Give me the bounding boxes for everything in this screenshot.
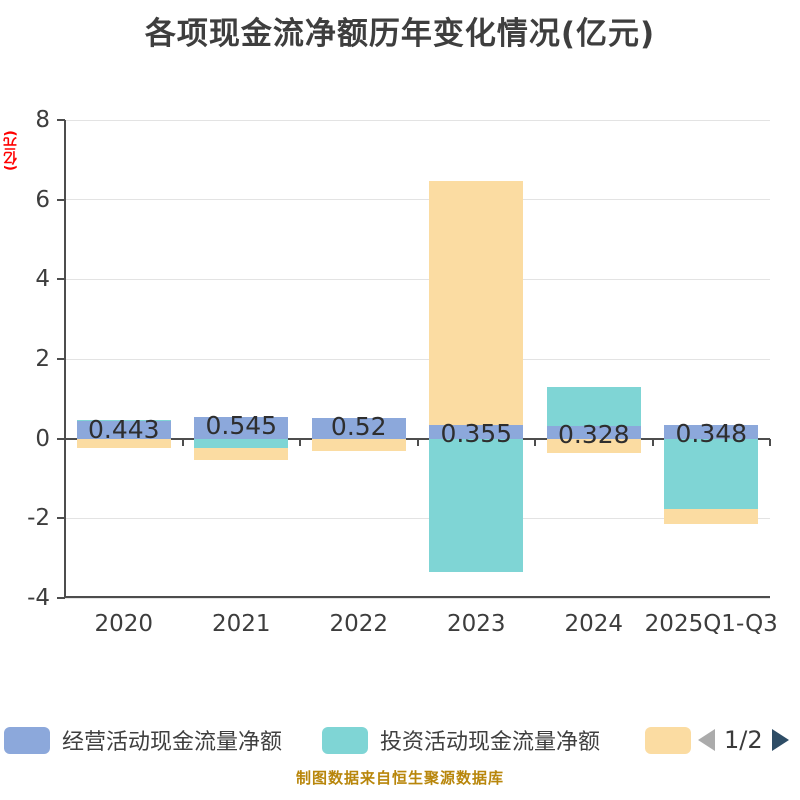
y-axis-line xyxy=(64,120,66,598)
y-tick-label: 4 xyxy=(35,266,50,293)
legend-pager: 1/2 xyxy=(698,721,789,759)
x-category-label: 2021 xyxy=(211,611,271,637)
y-tick-label: 6 xyxy=(35,186,50,213)
x-category-label: 2020 xyxy=(94,611,154,637)
bar-series-3 xyxy=(311,438,406,451)
bar-value-label: 0.443 xyxy=(87,415,160,445)
y-tick-label: 2 xyxy=(35,346,50,372)
plot-area: 0.443 0.545 0.52 0.355 0.328 0.348 xyxy=(57,119,771,599)
bar-series-1 xyxy=(664,424,759,439)
x-axis-tick xyxy=(299,438,301,446)
y-tick-label: 0 xyxy=(35,425,50,452)
legend-item-operating[interactable]: 经营活动现金流量净额 xyxy=(4,721,282,759)
bar-series-2 xyxy=(429,438,524,573)
bar-value-label: 0.355 xyxy=(440,418,513,448)
gridline xyxy=(65,119,770,121)
bar-series-3 xyxy=(546,438,641,453)
bar-series-1 xyxy=(546,425,641,439)
bar-series-2 xyxy=(664,438,759,510)
legend-swatch-operating xyxy=(4,726,50,754)
legend-item-investment[interactable]: 投资活动现金流量净额 xyxy=(322,721,600,759)
y-axis-tick xyxy=(57,597,65,599)
bar-value-label: 0.348 xyxy=(675,418,748,448)
bar-series-3 xyxy=(76,438,171,449)
bar-value-label: 0.328 xyxy=(557,419,630,449)
y-tick-label: 8 xyxy=(35,107,50,133)
bar-series-2 xyxy=(194,438,289,448)
bar-value-label: 0.545 xyxy=(205,410,278,440)
legend-next-arrow-icon[interactable] xyxy=(771,729,789,751)
legend-label-operating: 经营活动现金流量净额 xyxy=(62,730,283,755)
x-axis-tick xyxy=(651,438,654,446)
gridline xyxy=(65,597,770,599)
y-axis-tick xyxy=(57,198,65,201)
x-category-label: 2023 xyxy=(446,611,506,637)
gridline xyxy=(65,278,770,280)
y-axis-tick xyxy=(57,517,65,520)
bar-series-1 xyxy=(194,416,289,439)
y-axis-tick xyxy=(57,119,65,121)
data-source-caption: 制图数据来自恒生聚源数据库 xyxy=(295,769,504,787)
y-tick-label: -4 xyxy=(27,585,50,611)
legend-pager-text: 1/2 xyxy=(724,726,763,754)
y-tick-label: -2 xyxy=(27,505,50,532)
legend: 经营活动现金流量净额 投资活动现金流量净额 1/2 xyxy=(0,721,800,759)
bar-series-1 xyxy=(76,421,171,439)
x-category-label: 2022 xyxy=(329,611,389,637)
legend-swatch-financing xyxy=(645,726,691,754)
bar-series-1 xyxy=(311,417,406,439)
legend-label-investment: 投资活动现金流量净额 xyxy=(380,730,601,755)
gridline xyxy=(65,358,770,360)
y-axis-tick xyxy=(57,437,65,440)
x-category-label: 2025Q1-Q3 xyxy=(644,611,778,637)
x-axis-tick xyxy=(534,438,536,446)
legend-swatch-investment xyxy=(322,726,368,754)
x-axis-tick xyxy=(181,438,184,446)
x-axis-tick xyxy=(769,438,771,446)
legend-item-financing[interactable] xyxy=(645,721,691,759)
bar-series-1 xyxy=(429,424,524,439)
legend-prev-arrow-icon[interactable] xyxy=(698,729,715,751)
y-axis-tick xyxy=(57,358,65,360)
bar-value-label: 0.52 xyxy=(330,411,387,441)
gridline xyxy=(65,517,770,519)
x-category-label: 2024 xyxy=(564,611,624,637)
bar-series-3 xyxy=(429,180,524,439)
y-axis-tick xyxy=(57,278,65,281)
x-axis-tick xyxy=(416,438,419,446)
chart-title: 各项现金流净额历年变化情况(亿元) xyxy=(144,16,656,52)
x-axis-bottom-line xyxy=(65,596,770,598)
gridline xyxy=(65,199,770,201)
